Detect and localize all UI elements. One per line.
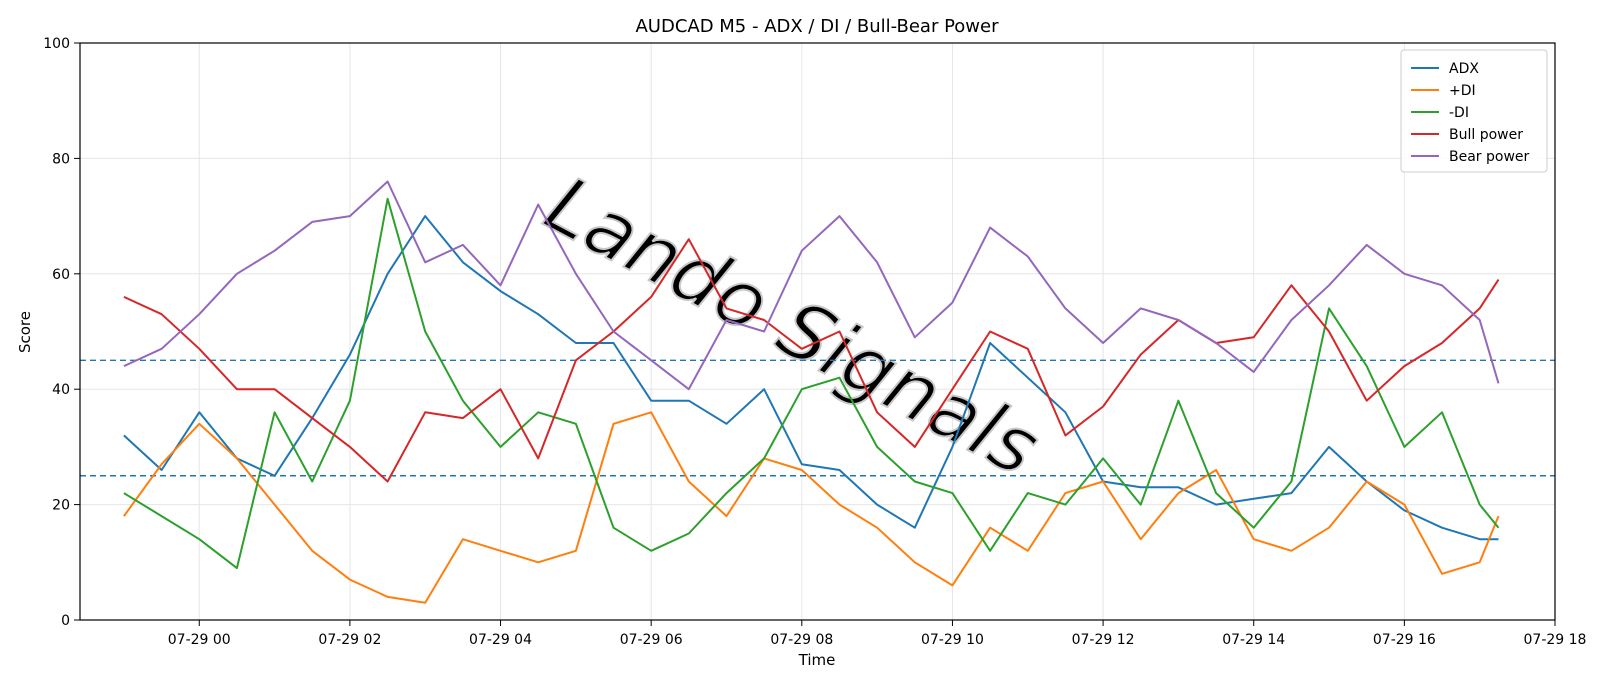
- legend-label: Bull power: [1449, 127, 1523, 143]
- y-tick-label: 100: [43, 36, 70, 52]
- series-line-bear-power: [123, 180, 1500, 391]
- x-axis-ticks: 07-29 00 07-29 02 07-29 04 07-29 06 07-29 08…: [168, 620, 1587, 648]
- x-tick-label: 07-29 16: [1373, 632, 1436, 648]
- y-tick-label: 0: [61, 613, 70, 629]
- y-tick-label: 20: [52, 498, 70, 514]
- series-line-bull-power: [123, 238, 1500, 483]
- x-tick-label: 07-29 12: [1072, 632, 1135, 648]
- y-axis-ticks: 0 20 40 60 80 100: [43, 36, 80, 629]
- reference-lines: [80, 359, 1555, 477]
- x-tick-label: 07-29 18: [1524, 632, 1587, 648]
- legend-label: -DI: [1449, 105, 1469, 121]
- x-tick-label: 07-29 10: [921, 632, 984, 648]
- series-line--di: [123, 197, 1500, 570]
- x-tick-label: 07-29 06: [620, 632, 683, 648]
- series-line--di: [123, 411, 1500, 604]
- chart-title: AUDCAD M5 - ADX / DI / Bull-Bear Power: [635, 16, 999, 37]
- x-tick-label: 07-29 04: [469, 632, 532, 648]
- series: [123, 180, 1500, 604]
- legend-label: +DI: [1449, 83, 1476, 99]
- legend-label: ADX: [1449, 61, 1479, 77]
- grid: [80, 42, 1556, 621]
- x-tick-label: 07-29 02: [318, 632, 381, 648]
- legend-label: Bear power: [1449, 149, 1530, 165]
- y-tick-label: 80: [52, 151, 70, 167]
- x-tick-label: 07-29 08: [770, 632, 833, 648]
- y-tick-label: 40: [52, 382, 70, 398]
- x-tick-label: 07-29 14: [1222, 632, 1285, 648]
- series-line-adx: [123, 215, 1499, 541]
- legend: ADX +DI -DI Bull power Bear power: [1400, 49, 1548, 173]
- x-axis-label: Time: [798, 651, 836, 669]
- y-axis-label: Score: [16, 311, 34, 353]
- legend-box: [1400, 49, 1548, 173]
- plot-frame: [79, 42, 1556, 621]
- y-tick-label: 60: [52, 267, 70, 283]
- x-tick-label: 07-29 00: [168, 632, 231, 648]
